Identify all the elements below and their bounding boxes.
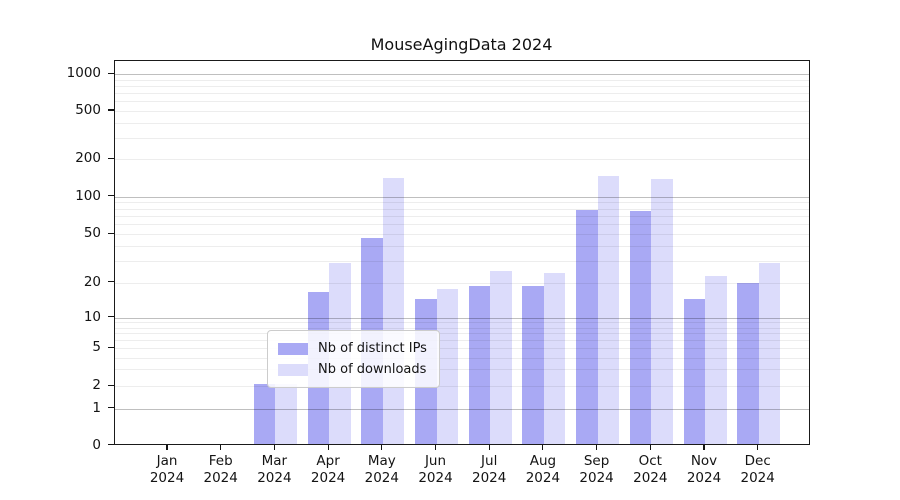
legend-item-distinct-ips: Nb of distinct IPs [278,338,427,359]
gridline-50 [114,234,809,236]
legend-label-downloads: Nb of downloads [318,362,427,377]
x-axis-tick-label: Mar 2024 [257,453,292,486]
gridline-400 [114,122,809,124]
x-axis-tick-mark [166,444,168,450]
gridline-70 [114,216,809,218]
y-axis-tick-mark [107,195,114,197]
gridline-200 [114,159,809,161]
gridline-700 [114,93,809,95]
legend: Nb of distinct IPs Nb of downloads [267,330,440,388]
x-axis-tick-mark [220,444,222,450]
bar-downloads-nov [705,275,727,444]
x-axis-tick-label: Nov 2024 [686,453,722,486]
bar-downloads-may [382,178,405,444]
bar-distinct_ips-dec [737,283,759,444]
bar-downloads-aug [543,273,566,444]
y-axis-tick-mark [107,384,114,386]
plot-area [113,60,810,445]
gridline-600 [114,101,809,103]
x-axis-tick-label: Jan 2024 [149,453,185,486]
chart-title: MouseAgingData 2024 [370,35,553,54]
x-axis-tick-mark [649,444,651,450]
y-axis-tick-label: 100 [75,187,101,204]
y-axis-tick-mark [107,443,114,446]
gridline-900 [114,79,809,81]
legend-swatch-downloads [278,363,308,376]
y-axis-tick-label: 20 [83,273,101,290]
y-axis-tick-label: 5 [92,339,101,356]
x-axis-tick-mark [488,444,490,450]
bar-downloads-jul [490,271,512,444]
y-axis-tick-label: 200 [75,150,101,167]
y-axis-tick-mark [107,232,114,234]
x-axis-tick-label: May 2024 [364,453,399,486]
x-axis-tick-mark [596,444,598,450]
y-axis-tick-label: 1000 [66,65,101,82]
y-axis-tick-mark [107,281,114,283]
y-axis-tick-mark [107,407,114,409]
x-axis-tick-label: Oct 2024 [633,453,668,486]
gridline-90 [114,202,809,204]
gridline-1000 [114,74,809,76]
y-axis-tick-mark [107,316,114,318]
gridline-300 [114,137,809,139]
bar-distinct_ips-nov [683,298,705,444]
x-axis-tick-label: Dec 2024 [740,453,775,486]
x-axis-tick-label: Aug 2024 [525,453,561,486]
gridline-60 [114,224,809,226]
legend-item-downloads: Nb of downloads [278,359,427,380]
gridline-40 [114,246,809,248]
bar-downloads-sep [597,175,620,444]
gridline-800 [114,86,809,88]
x-axis-tick-mark [703,444,705,450]
gridline-30 [114,261,809,263]
bar-distinct_ips-aug [522,286,544,444]
x-axis-tick-mark [542,444,544,450]
x-axis-tick-label: Jun 2024 [418,453,453,486]
y-axis-tick-label: 500 [75,102,101,118]
x-axis-tick-mark [273,444,275,450]
gridline-100 [114,196,809,198]
x-axis-tick-label: Apr 2024 [310,453,346,486]
bar-downloads-dec [758,262,781,444]
y-axis-tick-mark [107,346,114,348]
y-axis-tick-mark [107,157,114,159]
bar-distinct_ips-sep [576,209,598,444]
bar-distinct_ips-mar [253,384,276,444]
legend-label-distinct-ips: Nb of distinct IPs [318,341,427,356]
x-axis-tick-label: Feb 2024 [203,453,238,486]
gridline-500 [114,111,809,112]
bar-downloads-jun [436,288,458,444]
bar-distinct_ips-jul [468,286,491,444]
x-axis-tick-mark [381,444,383,450]
y-axis-tick-label: 10 [83,308,101,325]
y-axis-tick-label: 0 [92,436,101,453]
y-axis-tick-mark [107,72,114,74]
y-axis-tick-label: 1 [92,399,101,416]
y-axis-tick-mark [107,109,114,111]
bar-downloads-mar [275,384,297,444]
legend-swatch-distinct-ips [278,342,308,355]
y-axis-tick-label: 50 [83,225,101,242]
x-axis-tick-mark [327,444,329,450]
x-axis-tick-mark [434,444,437,450]
bar-downloads-oct [651,178,673,444]
y-axis-tick-label: 2 [92,377,101,394]
bar-distinct_ips-oct [629,211,652,444]
gridline-80 [114,208,809,210]
x-axis-tick-label: Sep 2024 [579,453,614,486]
x-axis-tick-label: Jul 2024 [472,453,507,486]
x-axis-tick-mark [757,444,759,450]
